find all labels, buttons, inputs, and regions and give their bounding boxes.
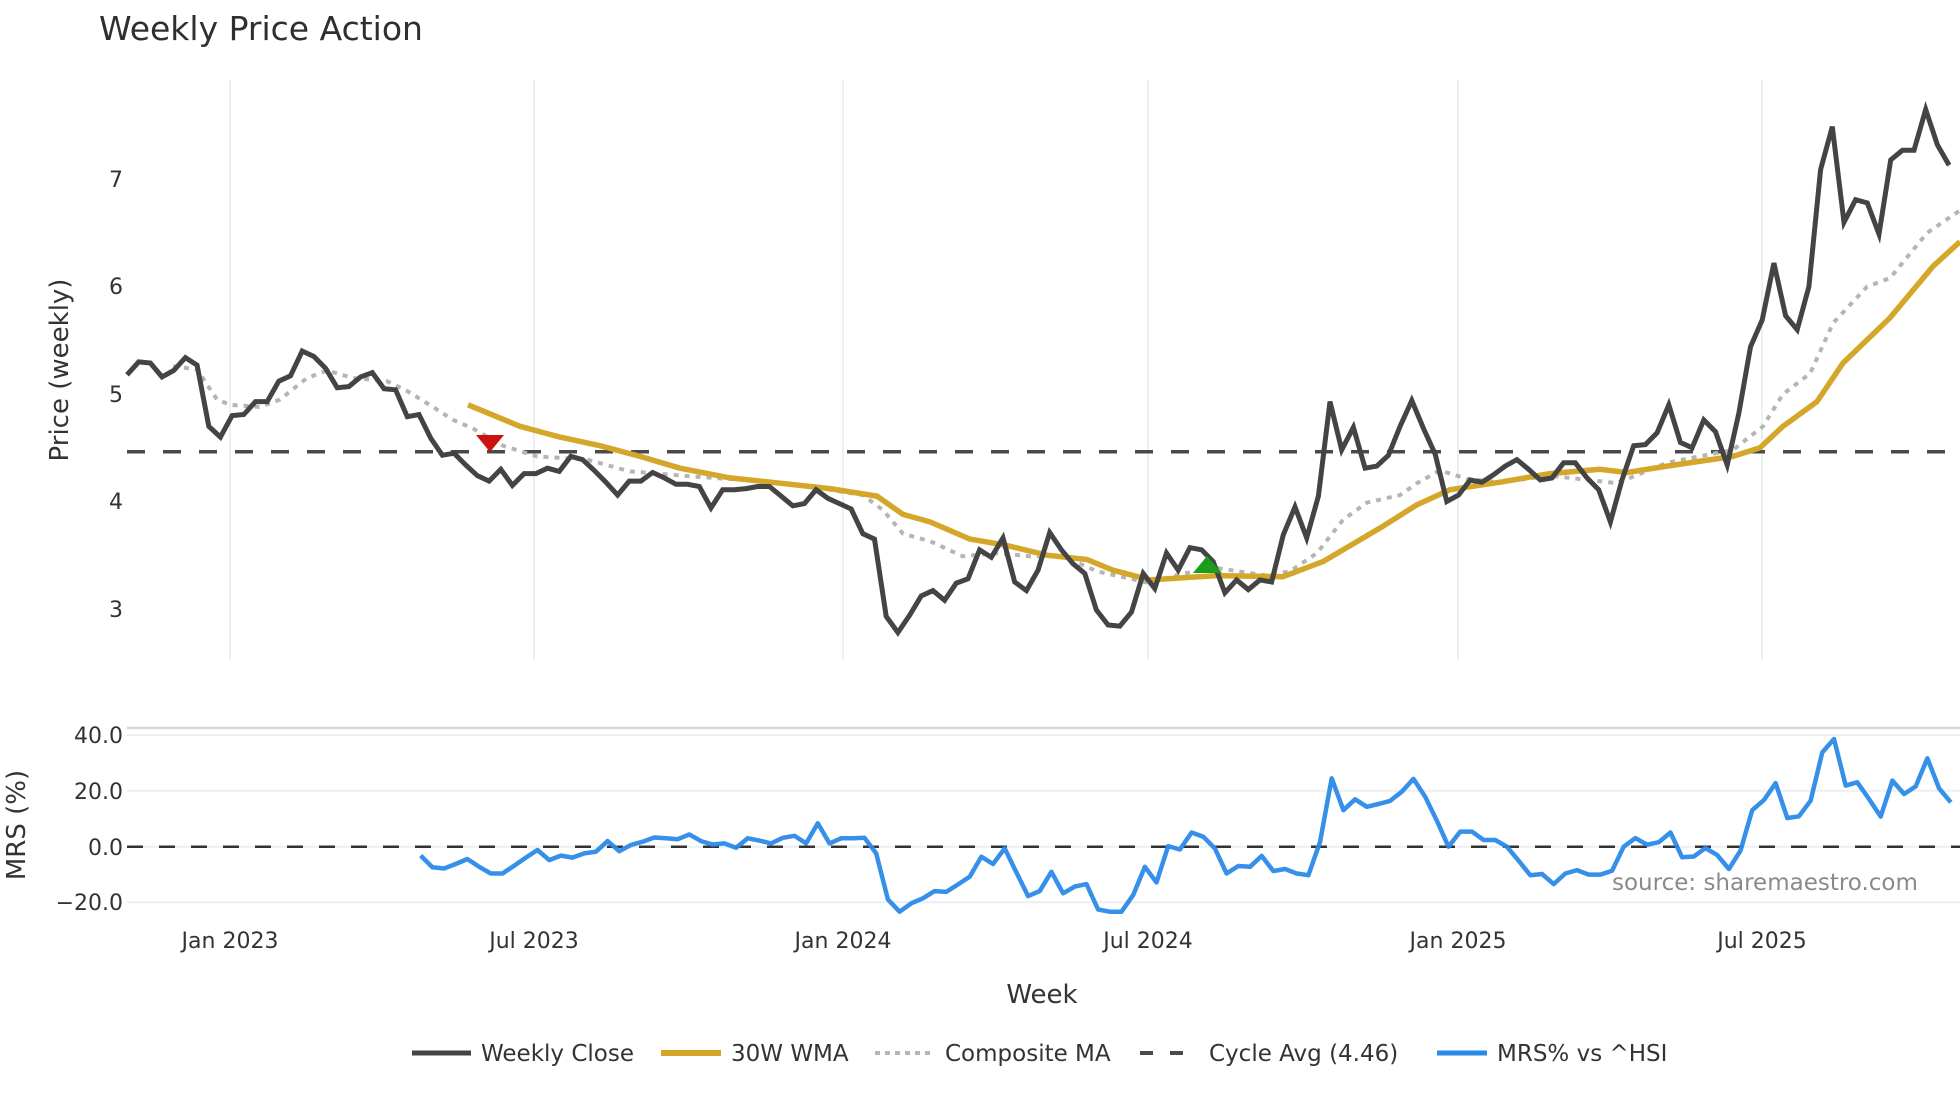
x-tick-jan-2025: Jan 2025 [1408,929,1507,954]
mrs-gridlines [127,726,1960,904]
legend-label-composite: Composite MA [945,1041,1111,1067]
mrs-tick-minus-20: −20.0 [56,891,123,916]
x-tick-jan-2023: Jan 2023 [180,929,279,954]
mrs-y-ticks: 40.0 20.0 0.0 −20.0 [56,724,123,916]
wma-line [466,239,1960,583]
legend: Weekly Close 30W WMA Composite MA Cycle … [412,1041,1667,1067]
mrs-line [419,736,1953,914]
legend-item-cycle-avg[interactable]: Cycle Avg (4.46) [1140,1041,1398,1067]
mrs-tick-20: 20.0 [74,780,123,805]
legend-label-cycle: Cycle Avg (4.46) [1209,1041,1398,1067]
x-axis-ticks: Jan 2023 Jul 2023 Jan 2024 Jul 2024 Jan … [180,929,1807,954]
sell-signal-marker [476,435,504,452]
price-tick-7: 7 [109,168,123,193]
x-tick-jul-2024: Jul 2024 [1101,929,1193,954]
x-tick-jan-2024: Jan 2024 [793,929,892,954]
price-tick-3: 3 [109,598,123,623]
legend-item-composite[interactable]: Composite MA [875,1041,1111,1067]
x-axis-label: Week [1006,980,1077,1010]
legend-item-wma[interactable]: 30W WMA [661,1041,849,1067]
price-y-ticks: 7 6 5 4 3 [109,168,123,623]
composite-ma-line [172,208,1960,586]
legend-label-mrs: MRS% vs ^HSI [1497,1041,1667,1067]
buy-signal-marker [1193,556,1222,573]
price-tick-5: 5 [109,383,123,408]
price-gridlines [229,80,1763,660]
weekly-close-line [125,101,1952,637]
chart-title: Weekly Price Action [99,9,423,48]
mrs-tick-40: 40.0 [74,724,123,749]
price-tick-6: 6 [109,275,123,300]
x-tick-jul-2023: Jul 2023 [487,929,579,954]
source-label: source: sharemaestro.com [1612,870,1918,896]
legend-label-close: Weekly Close [481,1041,634,1067]
legend-item-mrs[interactable]: MRS% vs ^HSI [1437,1041,1667,1067]
price-tick-4: 4 [109,490,123,515]
mrs-tick-0: 0.0 [88,836,123,861]
price-axis-label: Price (weekly) [45,279,75,462]
mrs-axis-label: MRS (%) [2,770,32,880]
legend-label-wma: 30W WMA [731,1041,849,1067]
x-tick-jul-2025: Jul 2025 [1715,929,1807,954]
legend-item-weekly-close[interactable]: Weekly Close [412,1041,634,1067]
